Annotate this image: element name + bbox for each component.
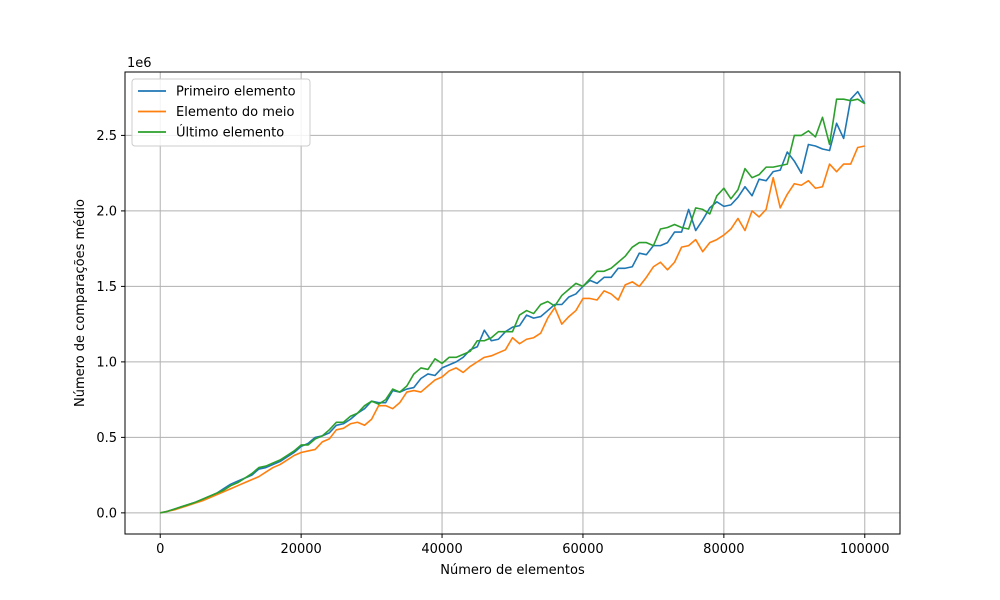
y-axis-offset-text: 1e6 (127, 56, 152, 71)
grid (125, 72, 900, 534)
legend-label: Elemento do meio (176, 105, 295, 120)
y-axis-ticks: 0.0 0.5 1.0 1.5 2.0 2.5 (96, 129, 125, 521)
legend-box (131, 78, 311, 147)
x-axis-label: Número de elementos (440, 563, 585, 578)
legend-label: Primeiro elemento (176, 85, 296, 100)
y-tick-label: 0.5 (96, 431, 117, 446)
x-axis-ticks: 0 20000 40000 60000 80000 100000 (156, 534, 890, 557)
series-line-2 (160, 145, 865, 514)
x-tick-label: 20000 (280, 542, 321, 557)
y-tick-label: 2.5 (96, 129, 117, 144)
x-tick-label: 100000 (840, 542, 890, 557)
x-tick-label: 40000 (421, 542, 462, 557)
x-tick-label: 0 (156, 542, 164, 557)
series-lines (160, 90, 866, 514)
y-tick-label: 2.0 (96, 204, 117, 219)
y-tick-label: 1.0 (96, 355, 117, 370)
series-line-3 (160, 98, 866, 514)
x-tick-label: 60000 (562, 542, 603, 557)
y-tick-label: 1.5 (96, 280, 117, 295)
plot-frame (124, 71, 901, 535)
y-tick-label: 0.0 (96, 506, 117, 521)
series-line-1 (160, 90, 866, 514)
x-tick-label: 80000 (703, 542, 744, 557)
legend: Primeiro elemento Elemento do meio Último … (131, 78, 311, 147)
legend-label: Último elemento (176, 125, 284, 141)
y-axis-label: Número de comparações médio (73, 199, 88, 407)
